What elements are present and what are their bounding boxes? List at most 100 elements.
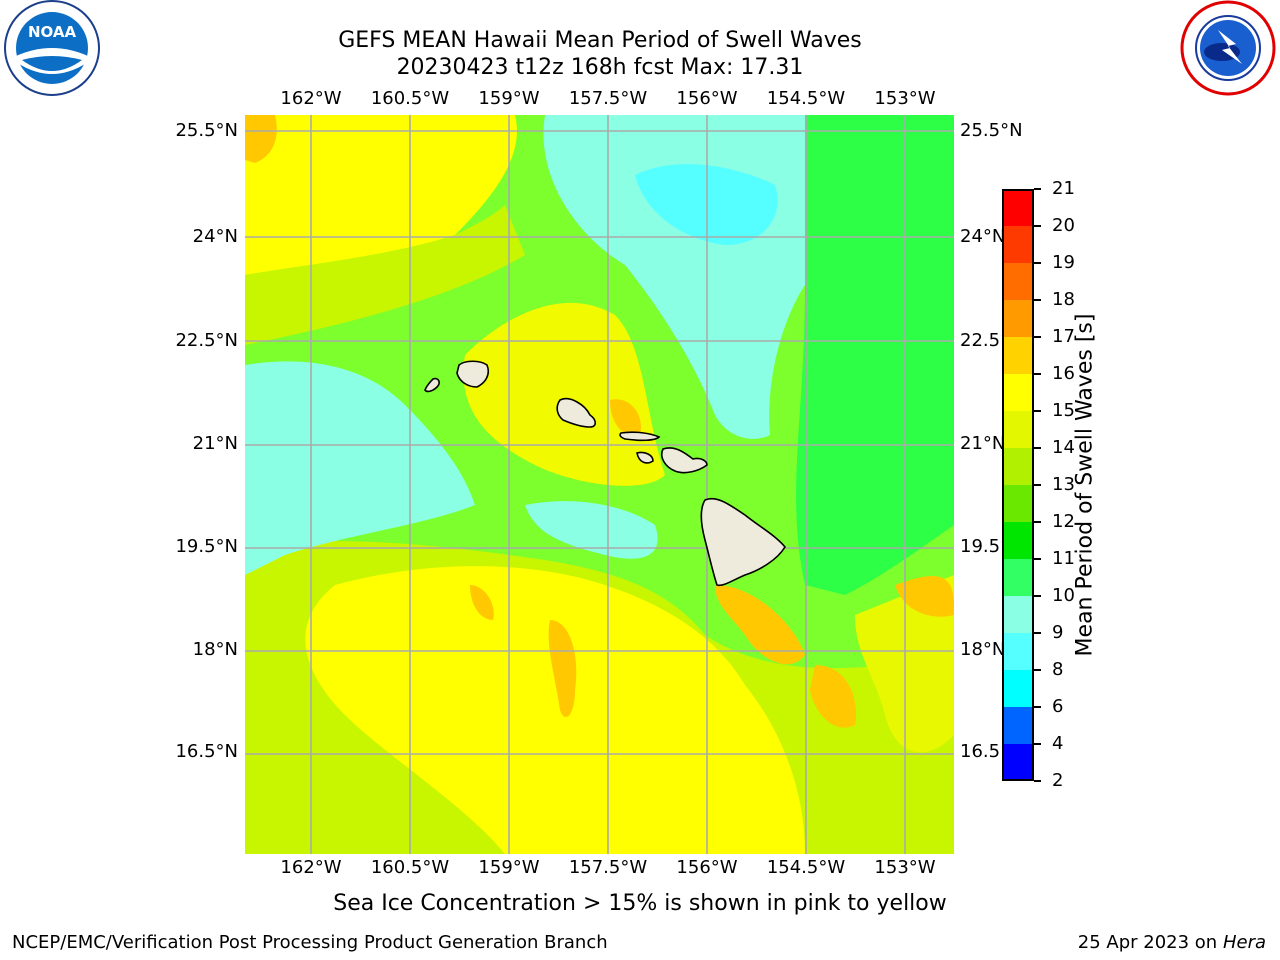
lon-tick-top-1: 162°W <box>280 88 342 109</box>
colorbar-tick-label: 4 <box>1052 733 1064 754</box>
southern-yellow-region <box>305 566 805 854</box>
colorbar-tick-label: 13 <box>1052 474 1075 495</box>
lat-tick-left-3: 22.5°N <box>175 330 238 351</box>
colorbar-segment <box>1002 522 1034 559</box>
colorbar-tick-mark <box>1034 447 1041 449</box>
lon-tick-top-3: 159°W <box>478 88 540 109</box>
lat-tick-left-1: 25.5°N <box>175 120 238 141</box>
eastern-green-region <box>796 115 954 595</box>
lon-tick-top-6: 154.5°W <box>766 88 846 109</box>
colorbar-tick-mark <box>1034 558 1041 560</box>
orange-patch-central <box>610 399 641 436</box>
footer-machine: Hera <box>1222 932 1266 953</box>
lon-tick-bottom-5: 156°W <box>676 857 738 878</box>
colorbar-tick-mark <box>1034 743 1041 745</box>
central-cyan-strip <box>525 501 658 559</box>
colorbar-tick-mark <box>1034 225 1041 227</box>
lon-tick-bottom-7: 153°W <box>874 857 936 878</box>
colorbar-segment <box>1002 374 1034 411</box>
colorbar-tick-mark <box>1034 188 1041 190</box>
colorbar-tick-mark <box>1034 595 1041 597</box>
colorbar-tick-label: 20 <box>1052 215 1075 236</box>
sea-ice-note: Sea Ice Concentration > 15% is shown in … <box>333 891 947 916</box>
colorbar-tick-label: 9 <box>1052 622 1064 643</box>
niihau-island <box>424 377 440 393</box>
lon-tick-bottom-1: 162°W <box>280 857 342 878</box>
colorbar-segment <box>1002 633 1034 670</box>
colorbar-segment <box>1002 596 1034 633</box>
lat-tick-right-2: 24°N <box>960 226 1006 247</box>
lon-tick-bottom-6: 154.5°W <box>766 857 846 878</box>
lon-tick-top-5: 156°W <box>676 88 738 109</box>
lon-tick-bottom-3: 159°W <box>478 857 540 878</box>
orange-patch-south <box>715 585 805 665</box>
orange-patch-south-central <box>548 620 577 718</box>
orange-patch-south-west <box>470 585 494 620</box>
nws-logo <box>1180 0 1276 96</box>
colorbar-tick-label: 8 <box>1052 659 1064 680</box>
colorbar-tick-label: 12 <box>1052 511 1075 532</box>
colorbar-segment <box>1002 670 1034 707</box>
colorbar-tick-label: 15 <box>1052 400 1075 421</box>
colorbar-tick-label: 10 <box>1052 585 1075 606</box>
colorbar-label: Mean Period of Swell Waves [s] <box>1072 313 1098 657</box>
lat-tick-left-5: 19.5°N <box>175 536 238 557</box>
colorbar-tick-mark <box>1034 410 1041 412</box>
colorbar-tick-mark <box>1034 373 1041 375</box>
molokai-island <box>619 431 661 442</box>
lat-tick-left-4: 21°N <box>192 433 238 454</box>
colorbar-segment <box>1002 744 1034 781</box>
noaa-logo-text: NOAA <box>28 23 77 41</box>
oahu-island <box>556 397 597 428</box>
colorbar-tick-label: 17 <box>1052 326 1075 347</box>
hawaii-big-island <box>700 497 786 587</box>
lat-tick-left-2: 24°N <box>192 226 238 247</box>
lat-tick-left-7: 16.5°N <box>175 741 238 762</box>
colorbar-segment <box>1002 300 1034 337</box>
colorbar-tick-mark <box>1034 336 1041 338</box>
colorbar-tick-label: 14 <box>1052 437 1075 458</box>
chart-subtitle: 20230423 t12z 168h fcst Max: 17.31 <box>396 55 804 80</box>
colorbar-segment <box>1002 448 1034 485</box>
colorbar-tick-mark <box>1034 706 1041 708</box>
colorbar-segment <box>1002 411 1034 448</box>
western-cyan-region <box>245 361 475 575</box>
lon-tick-top-4: 157.5°W <box>568 88 648 109</box>
northwest-yellowgreen-band <box>245 205 525 345</box>
orange-patch-northwest <box>245 115 277 163</box>
northwest-yellow-region <box>245 115 517 275</box>
colorbar-tick-label: 6 <box>1052 696 1064 717</box>
colorbar-border <box>1002 189 1034 781</box>
colorbar <box>1002 189 1034 781</box>
orange-patch-far-east <box>895 576 954 617</box>
gridlines <box>245 115 954 854</box>
lat-tick-right-4: 21°N <box>960 433 1006 454</box>
colorbar-segment <box>1002 485 1034 522</box>
lon-tick-top-7: 153°W <box>874 88 936 109</box>
colorbar-segment <box>1002 263 1034 300</box>
lanai-island <box>636 451 654 464</box>
swell-period-map <box>245 115 954 854</box>
colorbar-tick-mark <box>1034 632 1041 634</box>
colorbar-tick-label: 21 <box>1052 178 1075 199</box>
central-yellow-region <box>463 302 665 486</box>
colorbar-tick-label: 16 <box>1052 363 1075 384</box>
lat-tick-left-6: 18°N <box>192 639 238 660</box>
colorbar-tick-label: 11 <box>1052 548 1075 569</box>
noaa-logo: NOAA <box>4 0 100 96</box>
orange-patch-southeast <box>810 665 856 728</box>
colorbar-tick-mark <box>1034 780 1041 782</box>
colorbar-segment <box>1002 226 1034 263</box>
colorbar-tick-label: 19 <box>1052 252 1075 273</box>
colorbar-segment <box>1002 337 1034 374</box>
colorbar-segment <box>1002 707 1034 744</box>
colorbar-tick-mark <box>1034 521 1041 523</box>
maui-island <box>660 447 708 474</box>
chart-title: GEFS MEAN Hawaii Mean Period of Swell Wa… <box>338 28 862 53</box>
lat-tick-right-6: 18°N <box>960 639 1006 660</box>
colorbar-tick-mark <box>1034 484 1041 486</box>
lat-tick-right-1: 25.5°N <box>960 120 1023 141</box>
colorbar-tick-mark <box>1034 299 1041 301</box>
lon-tick-top-2: 160.5°W <box>370 88 450 109</box>
colorbar-segment <box>1002 559 1034 596</box>
